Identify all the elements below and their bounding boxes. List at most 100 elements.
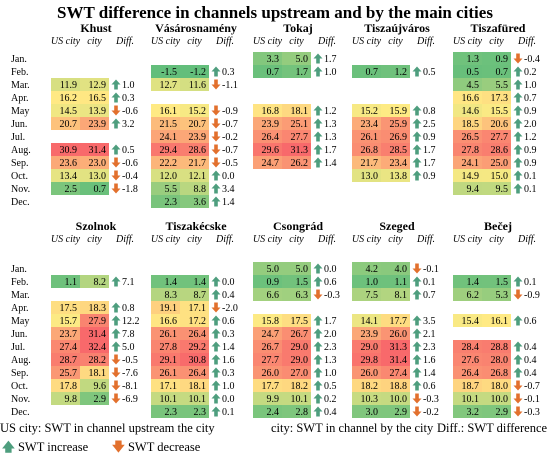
arrow-up-icon bbox=[513, 183, 523, 194]
city-value: 17.2 bbox=[189, 316, 207, 327]
arrow-up-icon bbox=[513, 144, 523, 155]
city-value: 28.5 bbox=[390, 145, 408, 156]
us-city-cell bbox=[151, 195, 180, 208]
city-value: 23.9 bbox=[89, 119, 107, 130]
city-value: 2.9 bbox=[395, 407, 408, 418]
month-label: May bbox=[11, 106, 29, 117]
arrow-up-icon bbox=[111, 302, 121, 313]
city-cell bbox=[180, 301, 209, 314]
diff-value: 1.4 bbox=[222, 197, 235, 208]
us-city-cell bbox=[151, 65, 180, 78]
city-cell bbox=[80, 169, 109, 182]
city-value: 18.1 bbox=[89, 368, 107, 379]
us-city-cell bbox=[352, 340, 381, 353]
city-value: 30.8 bbox=[189, 355, 207, 366]
city-cell bbox=[180, 156, 209, 169]
arrow-up-icon bbox=[513, 157, 523, 168]
us-city-value: 25.7 bbox=[60, 368, 78, 379]
us-city-value: 16.6 bbox=[462, 93, 480, 104]
city-cell bbox=[381, 117, 410, 130]
diff-value: -1.1 bbox=[222, 80, 238, 91]
city-value: 32.4 bbox=[89, 342, 107, 353]
arrow-up-icon bbox=[313, 393, 323, 404]
column-header-city: city bbox=[87, 36, 102, 47]
column-header-city: city bbox=[289, 36, 304, 47]
city-cell bbox=[80, 182, 109, 195]
us-city-value: 29.0 bbox=[361, 342, 379, 353]
city-cell bbox=[482, 340, 511, 353]
diff-value: 0.0 bbox=[222, 277, 235, 288]
arrow-up-icon bbox=[313, 105, 323, 116]
us-city-cell bbox=[151, 340, 180, 353]
city-value: 10.0 bbox=[390, 394, 408, 405]
diff-value: -0.1 bbox=[524, 394, 540, 405]
city-cell bbox=[180, 366, 209, 379]
us-city-value: 8.3 bbox=[165, 290, 178, 301]
city-cell bbox=[80, 117, 109, 130]
city-value: 8.2 bbox=[94, 277, 107, 288]
city-title: Tiszakécske bbox=[165, 219, 227, 233]
us-city-cell bbox=[453, 65, 482, 78]
us-city-cell bbox=[151, 156, 180, 169]
month-label: Apr. bbox=[11, 303, 29, 314]
arrow-up-icon bbox=[412, 118, 422, 129]
city-title: Csongrád bbox=[273, 219, 323, 233]
diff-value: 1.0 bbox=[324, 67, 337, 78]
city-value: 2.3 bbox=[194, 407, 207, 418]
diff-value: -0.4 bbox=[122, 171, 138, 182]
city-value: 27.0 bbox=[291, 368, 309, 379]
city-value: 10.1 bbox=[189, 394, 207, 405]
city-cell bbox=[482, 314, 511, 327]
city-value: 26.2 bbox=[291, 158, 309, 169]
arrow-up-icon bbox=[211, 393, 221, 404]
us-city-cell bbox=[352, 392, 381, 405]
diff-value: 0.4 bbox=[324, 407, 337, 418]
diff-value: 1.6 bbox=[222, 355, 235, 366]
us-city-value: 19.1 bbox=[160, 303, 178, 314]
city-value: 17.3 bbox=[491, 93, 509, 104]
us-city-cell bbox=[453, 288, 482, 301]
diff-value: 0.2 bbox=[324, 394, 337, 405]
arrow-down-icon bbox=[211, 118, 221, 129]
city-cell bbox=[80, 104, 109, 117]
diff-value: -0.3 bbox=[423, 394, 439, 405]
us-city-value: 10.1 bbox=[160, 394, 178, 405]
swt-tables: Jan. Feb. Mar. Apr. May Jun. Jul. Aug. Sep. Oct. N… bbox=[11, 21, 540, 418]
city-value: 29.2 bbox=[189, 342, 207, 353]
diff-value: 5.0 bbox=[122, 342, 135, 353]
us-city-value: 30.9 bbox=[60, 145, 78, 156]
city-value: 3.6 bbox=[194, 197, 207, 208]
arrow-up-icon bbox=[211, 196, 221, 207]
legend-increase-item: 🡅 SWT increase bbox=[2, 438, 88, 459]
arrow-up-icon bbox=[513, 131, 523, 142]
us-city-value: 9.9 bbox=[267, 394, 280, 405]
column-header-diff: Diff. bbox=[115, 36, 134, 47]
arrow-down-icon bbox=[111, 170, 121, 181]
diff-value: -0.7 bbox=[524, 381, 540, 392]
month-label: Feb. bbox=[11, 67, 29, 78]
city-value: 20.7 bbox=[189, 119, 207, 130]
us-city-cell bbox=[51, 156, 80, 169]
city-cell bbox=[282, 366, 311, 379]
arrow-down-icon bbox=[513, 406, 523, 417]
arrow-up-icon bbox=[111, 328, 121, 339]
city-cell bbox=[381, 379, 410, 392]
arrow-up-icon bbox=[313, 341, 323, 352]
city-cell bbox=[381, 314, 410, 327]
month-label: Sep. bbox=[11, 368, 29, 379]
city-value: 26.0 bbox=[390, 329, 408, 340]
city-cell bbox=[282, 288, 311, 301]
diff-value: 0.6 bbox=[222, 316, 235, 327]
arrow-up-icon bbox=[513, 276, 523, 287]
figure-title: SWT difference in channels upstream and … bbox=[57, 3, 493, 22]
diff-value: -0.2 bbox=[222, 132, 238, 143]
diff-value: 0.7 bbox=[423, 290, 436, 301]
us-city-value: 29.4 bbox=[160, 145, 178, 156]
city-value: 6.3 bbox=[296, 290, 309, 301]
us-city-value: 4.5 bbox=[467, 80, 480, 91]
city-cell bbox=[80, 301, 109, 314]
city-value: 26.4 bbox=[189, 368, 207, 379]
arrow-up-icon bbox=[211, 328, 221, 339]
us-city-cell bbox=[151, 327, 180, 340]
us-city-value: 24.1 bbox=[160, 132, 178, 143]
